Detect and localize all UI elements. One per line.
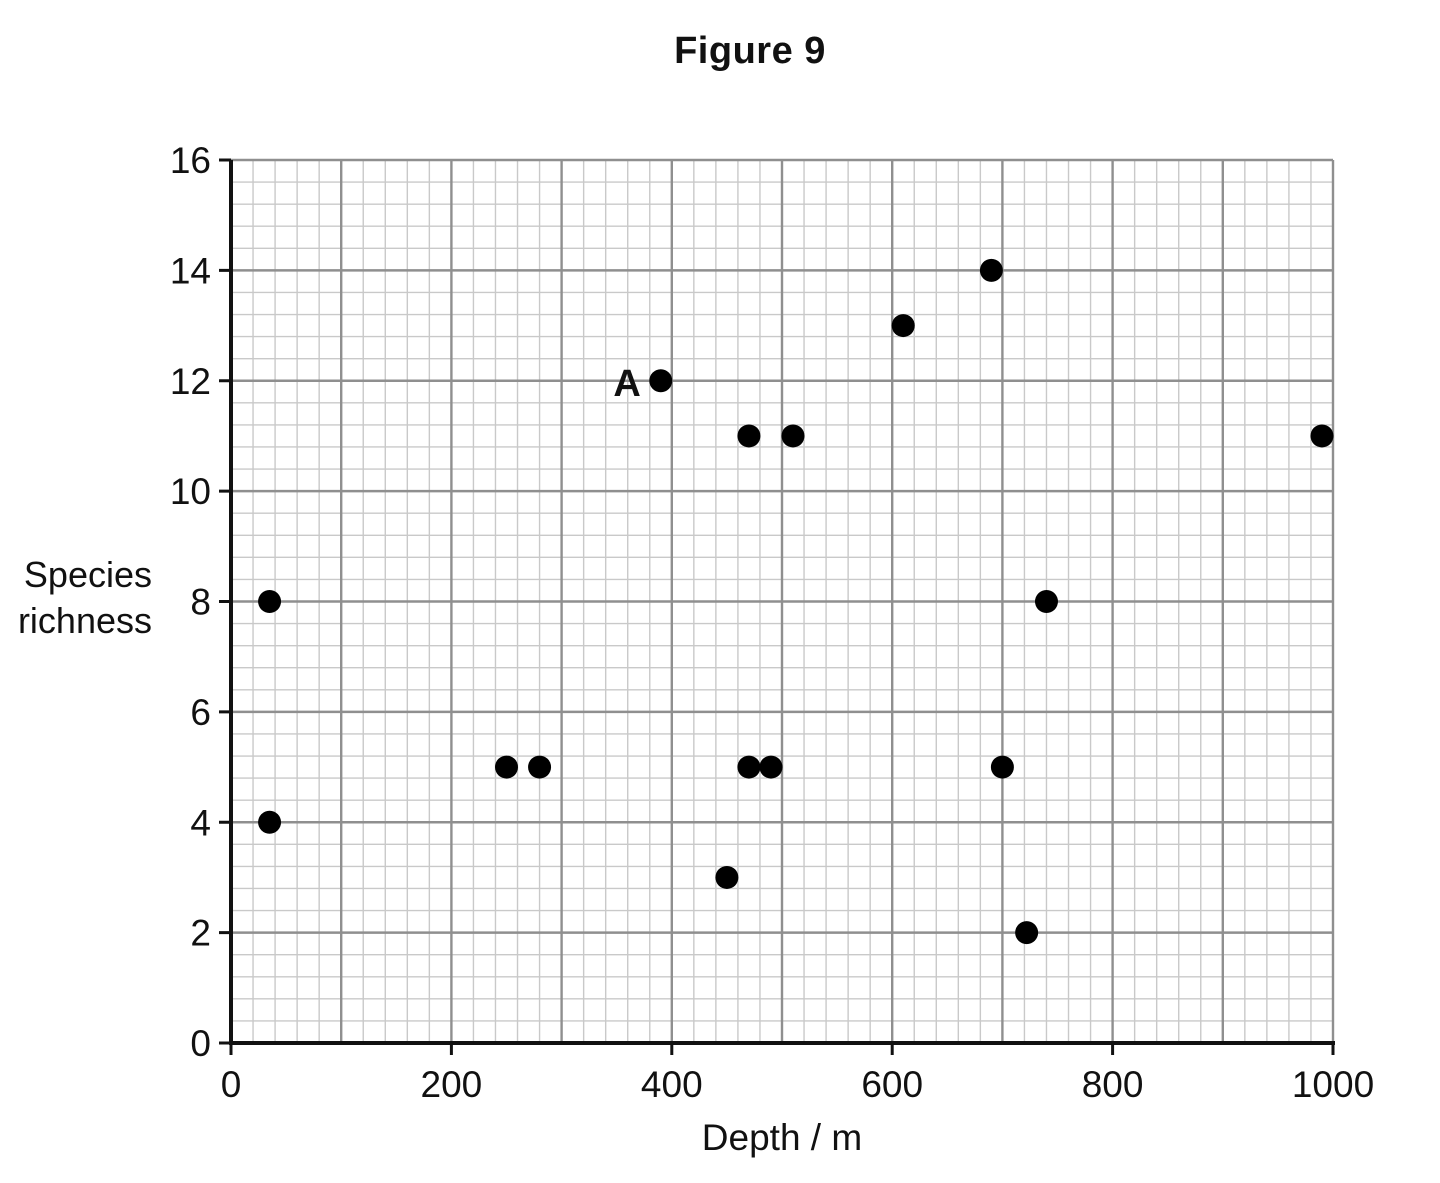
data-point bbox=[1015, 921, 1039, 945]
y-axis-label: Species richness bbox=[0, 552, 152, 644]
data-point bbox=[1310, 424, 1334, 448]
data-point bbox=[715, 865, 739, 889]
y-tick-label: 16 bbox=[170, 140, 211, 181]
data-point bbox=[258, 810, 282, 834]
y-axis-label-line-1: Species bbox=[23, 554, 152, 595]
annotations: A bbox=[613, 363, 640, 405]
data-point bbox=[495, 755, 518, 779]
data-point bbox=[1034, 590, 1058, 613]
x-tick-labels: 0 200 400 600 800 1000 bbox=[221, 1064, 1374, 1105]
major-grid bbox=[229, 158, 1335, 1045]
data-point bbox=[649, 369, 673, 393]
x-tick-label: 800 bbox=[1082, 1064, 1144, 1105]
chart-title: Figure 9 bbox=[674, 30, 826, 72]
data-point bbox=[990, 755, 1014, 779]
axes bbox=[219, 158, 1335, 1055]
x-tick-label: 400 bbox=[641, 1064, 703, 1105]
x-tick-label: 1000 bbox=[1292, 1064, 1374, 1105]
y-tick-label: 0 bbox=[190, 1023, 211, 1064]
point-annotation: A bbox=[613, 363, 640, 405]
data-point bbox=[528, 755, 552, 779]
y-tick-labels: 0 2 4 6 8 10 12 14 16 bbox=[170, 140, 211, 1064]
data-point bbox=[737, 755, 761, 779]
y-tick-label: 8 bbox=[190, 582, 211, 623]
data-point bbox=[781, 424, 805, 448]
x-tick-label: 600 bbox=[861, 1064, 923, 1105]
x-axis-label: Depth / m bbox=[702, 1117, 862, 1158]
data-point bbox=[891, 314, 915, 338]
data-point bbox=[737, 424, 761, 448]
data-point bbox=[258, 590, 282, 613]
x-tick-label: 0 bbox=[221, 1064, 242, 1105]
y-tick-label: 10 bbox=[170, 471, 211, 512]
x-tick-label: 200 bbox=[421, 1064, 483, 1105]
y-tick-label: 6 bbox=[190, 692, 211, 733]
y-axis-label-line-2: richness bbox=[17, 600, 152, 641]
y-tick-label: 2 bbox=[190, 913, 211, 954]
y-tick-label: 4 bbox=[190, 802, 211, 843]
data-point bbox=[979, 258, 1003, 282]
data-points bbox=[258, 258, 1334, 945]
y-tick-label: 12 bbox=[170, 361, 211, 402]
data-point bbox=[759, 755, 783, 779]
y-tick-label: 14 bbox=[170, 250, 211, 291]
